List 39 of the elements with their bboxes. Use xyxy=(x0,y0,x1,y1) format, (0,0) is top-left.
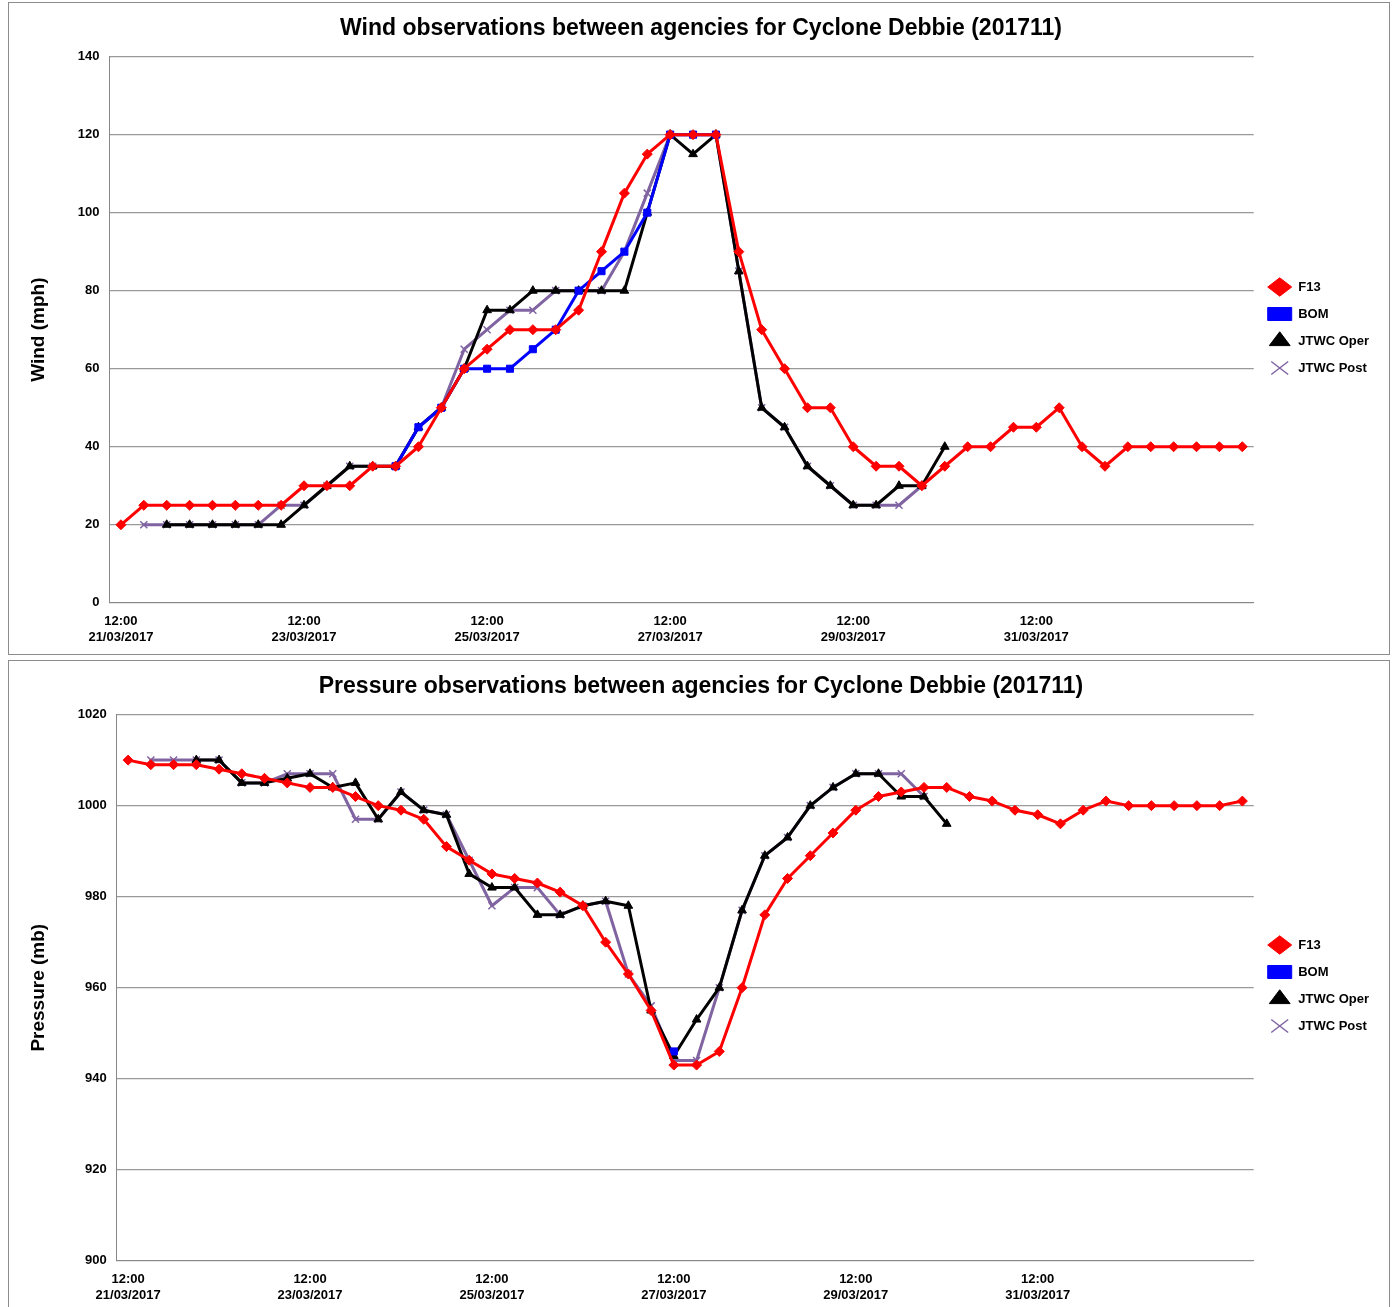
x-tick-label: 12:00 25/03/2017 xyxy=(454,613,520,644)
y-tick-label: 40 xyxy=(85,438,100,454)
chart-title: Wind observations between agencies for Cyclone Debbie (201711) xyxy=(340,14,1062,41)
legend-label: JTWC Oper xyxy=(1298,332,1370,348)
y-tick-label: 960 xyxy=(85,979,107,995)
x-tick-label: 12:00 31/03/2017 xyxy=(1003,613,1069,644)
legend-label: BOM xyxy=(1298,963,1329,979)
y-tick-label: 120 xyxy=(77,126,100,142)
x-tick-label: 12:00 25/03/2017 xyxy=(459,1271,525,1302)
x-tick-label: 12:00 23/03/2017 xyxy=(271,613,337,644)
legend-label: F13 xyxy=(1298,936,1321,952)
legend-label: F13 xyxy=(1298,278,1321,294)
y-tick-label: 980 xyxy=(85,888,107,904)
legend-label: BOM xyxy=(1298,305,1329,321)
y-tick-label: 940 xyxy=(85,1070,107,1086)
chart-title: Pressure observations between agencies for Cyclone Debbie (201711) xyxy=(318,672,1084,699)
x-tick-label: 12:00 21/03/2017 xyxy=(95,1271,161,1302)
y-tick-label: 1020 xyxy=(77,706,107,722)
y-tick-label: 20 xyxy=(85,516,100,532)
legend-label: JTWC Post xyxy=(1298,1017,1368,1033)
legend-label: JTWC Post xyxy=(1298,359,1368,375)
y-tick-label: 0 xyxy=(92,594,100,610)
x-tick-label: 12:00 23/03/2017 xyxy=(277,1271,343,1302)
x-tick-label: 12:00 29/03/2017 xyxy=(820,613,886,644)
y-tick-label: 140 xyxy=(77,48,100,64)
y-tick-label: 920 xyxy=(85,1161,107,1177)
legend-label: JTWC Oper xyxy=(1298,990,1370,1006)
x-tick-label: 12:00 29/03/2017 xyxy=(823,1271,889,1302)
x-tick-label: 12:00 31/03/2017 xyxy=(1005,1271,1071,1302)
x-tick-label: 12:00 27/03/2017 xyxy=(637,613,703,644)
y-tick-label: 1000 xyxy=(77,797,107,813)
y-tick-label: 900 xyxy=(85,1252,107,1268)
y-tick-label: 100 xyxy=(77,204,100,220)
x-tick-label: 12:00 21/03/2017 xyxy=(88,613,154,644)
y-axis-title: Wind (mph) xyxy=(26,277,48,382)
x-tick-label: 12:00 27/03/2017 xyxy=(641,1271,707,1302)
y-tick-label: 60 xyxy=(85,360,100,376)
y-axis-title: Pressure (mb) xyxy=(26,923,48,1052)
y-tick-label: 80 xyxy=(85,282,100,298)
